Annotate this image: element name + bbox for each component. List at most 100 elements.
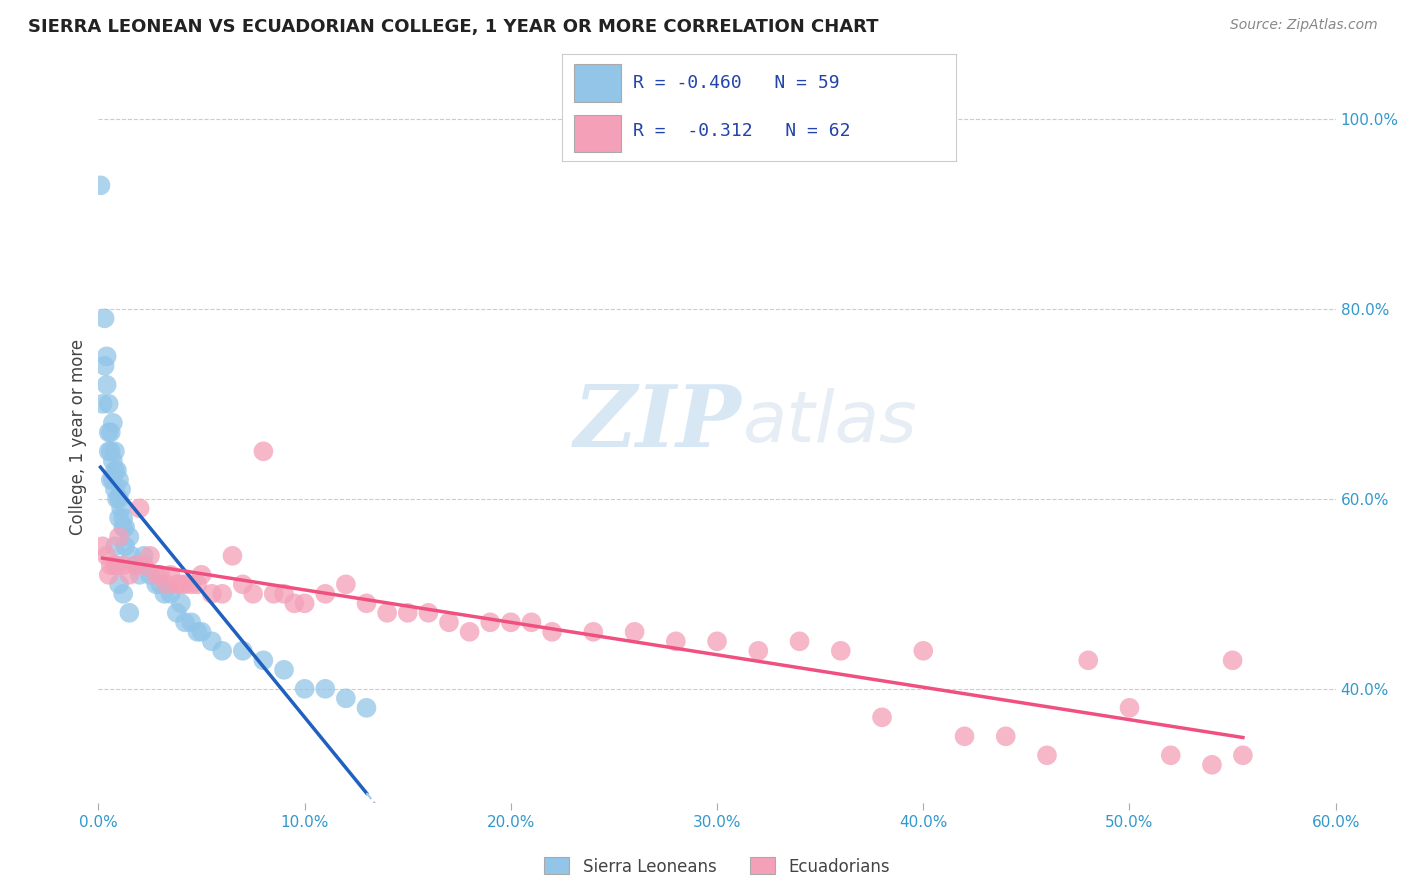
Point — [139, 567, 162, 582]
Text: R = -0.460   N = 59: R = -0.460 N = 59 — [633, 74, 839, 92]
Point — [112, 587, 135, 601]
Point — [232, 577, 254, 591]
Point — [120, 549, 142, 563]
FancyBboxPatch shape — [574, 114, 621, 152]
Point — [418, 606, 440, 620]
Point — [128, 567, 150, 582]
Point — [314, 587, 336, 601]
Point — [105, 491, 128, 506]
Point — [211, 587, 233, 601]
Point — [97, 425, 120, 440]
Point — [96, 549, 118, 563]
Point — [100, 444, 122, 458]
Point — [789, 634, 811, 648]
Point — [105, 558, 128, 573]
Point — [1201, 757, 1223, 772]
Point — [186, 624, 208, 639]
Point — [623, 624, 645, 639]
Point — [132, 558, 155, 573]
Point — [101, 473, 124, 487]
Text: ZIP: ZIP — [574, 381, 742, 464]
Point — [174, 577, 197, 591]
Point — [128, 501, 150, 516]
Point — [252, 653, 274, 667]
Point — [153, 587, 176, 601]
Point — [104, 558, 127, 573]
Point — [242, 587, 264, 601]
Point — [170, 596, 193, 610]
Point — [104, 444, 127, 458]
Point — [221, 549, 243, 563]
Point — [145, 577, 167, 591]
Point — [665, 634, 688, 648]
Point — [252, 444, 274, 458]
Point — [1222, 653, 1244, 667]
Point — [232, 644, 254, 658]
Point — [139, 549, 162, 563]
Point — [396, 606, 419, 620]
Point — [335, 577, 357, 591]
Point — [118, 606, 141, 620]
Point — [375, 606, 398, 620]
Point — [108, 577, 131, 591]
Point — [1232, 748, 1254, 763]
Point — [110, 501, 132, 516]
Point — [101, 416, 124, 430]
Point — [1160, 748, 1182, 763]
Point — [180, 577, 202, 591]
Point — [112, 558, 135, 573]
Point — [582, 624, 605, 639]
Point — [335, 691, 357, 706]
Point — [118, 567, 141, 582]
Point — [100, 425, 122, 440]
Point — [994, 729, 1017, 743]
Point — [145, 567, 167, 582]
Point — [159, 587, 181, 601]
Point — [89, 178, 111, 193]
Point — [294, 596, 316, 610]
Point — [1118, 701, 1140, 715]
Point — [953, 729, 976, 743]
Point — [108, 473, 131, 487]
Point — [520, 615, 543, 630]
Point — [108, 530, 131, 544]
Point — [155, 577, 177, 591]
Point — [114, 520, 136, 534]
Point — [1077, 653, 1099, 667]
Point — [747, 644, 769, 658]
FancyBboxPatch shape — [574, 64, 621, 102]
Point — [96, 377, 118, 392]
Point — [105, 463, 128, 477]
Point — [118, 530, 141, 544]
Point — [273, 663, 295, 677]
Point — [110, 483, 132, 497]
Point — [294, 681, 316, 696]
Point — [186, 577, 208, 591]
Point — [170, 577, 193, 591]
Point — [93, 311, 115, 326]
Point — [201, 634, 224, 648]
Point — [1036, 748, 1059, 763]
Text: Source: ZipAtlas.com: Source: ZipAtlas.com — [1230, 18, 1378, 32]
Point — [91, 397, 114, 411]
Text: atlas: atlas — [742, 388, 917, 457]
Point — [159, 567, 181, 582]
Text: R =  -0.312   N = 62: R = -0.312 N = 62 — [633, 122, 851, 140]
Point — [201, 587, 224, 601]
Point — [91, 539, 114, 553]
Point — [273, 587, 295, 601]
Point — [314, 681, 336, 696]
Point — [174, 615, 197, 630]
Point — [190, 567, 212, 582]
Point — [458, 624, 481, 639]
Point — [356, 701, 378, 715]
Legend: Sierra Leoneans, Ecuadorians: Sierra Leoneans, Ecuadorians — [537, 851, 897, 882]
Point — [263, 587, 285, 601]
Point — [356, 596, 378, 610]
Point — [180, 615, 202, 630]
Point — [499, 615, 522, 630]
Point — [104, 539, 127, 553]
Point — [108, 511, 131, 525]
Point — [101, 454, 124, 468]
Point — [132, 549, 155, 563]
